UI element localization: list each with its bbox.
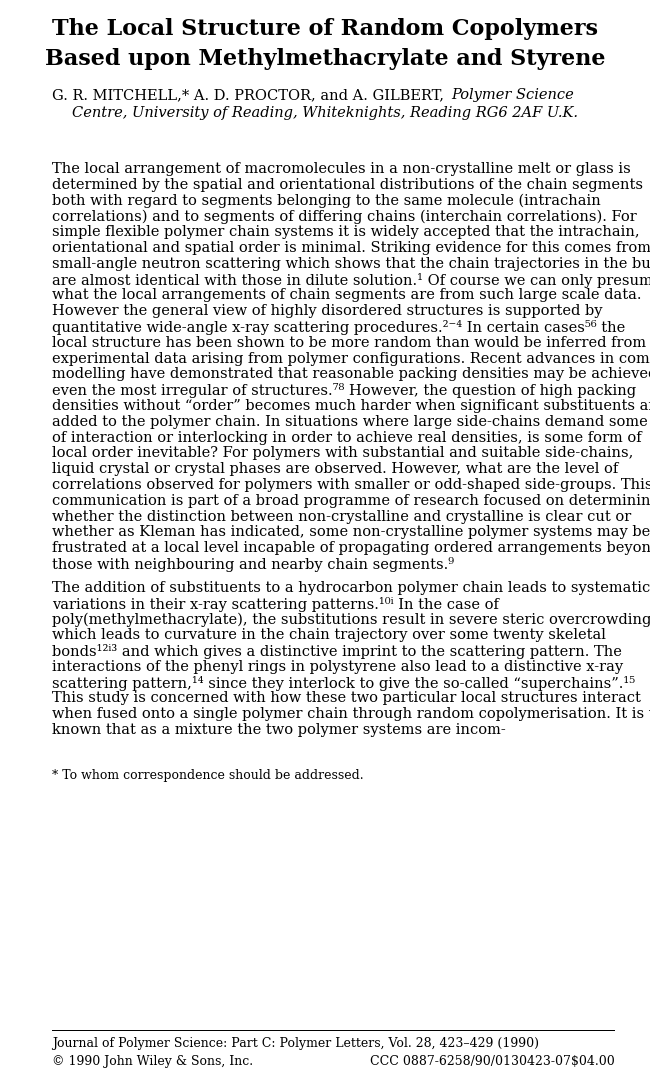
- Text: scattering pattern,¹⁴ since they interlock to give the so-called “superchains”.¹: scattering pattern,¹⁴ since they interlo…: [52, 676, 635, 691]
- Text: The local arrangement of macromolecules in a non-crystalline melt or glass is: The local arrangement of macromolecules …: [52, 162, 630, 177]
- Text: when fused onto a single polymer chain through random copolymerisation. It is we: when fused onto a single polymer chain t…: [52, 707, 650, 721]
- Text: Based upon Methylmethacrylate and Styrene: Based upon Methylmethacrylate and Styren…: [45, 48, 605, 70]
- Text: modelling have demonstrated that reasonable packing densities may be achieved in: modelling have demonstrated that reasona…: [52, 367, 650, 381]
- Text: whether as Kleman has indicated, some non-crystalline polymer systems may be: whether as Kleman has indicated, some no…: [52, 525, 650, 539]
- Text: quantitative wide-angle x-ray scattering procedures.²⁻⁴ In certain cases⁵⁶ the: quantitative wide-angle x-ray scattering…: [52, 319, 625, 335]
- Text: The addition of substituents to a hydrocarbon polymer chain leads to systematic: The addition of substituents to a hydroc…: [52, 580, 650, 595]
- Text: interactions of the phenyl rings in polystyrene also lead to a distinctive x-ray: interactions of the phenyl rings in poly…: [52, 660, 623, 674]
- Text: local order inevitable? For polymers with substantial and suitable side-chains,: local order inevitable? For polymers wit…: [52, 446, 633, 460]
- Text: of interaction or interlocking in order to achieve real densities, is some form : of interaction or interlocking in order …: [52, 431, 642, 445]
- Text: bonds¹²ⁱ³ and which gives a distinctive imprint to the scattering pattern. The: bonds¹²ⁱ³ and which gives a distinctive …: [52, 644, 622, 658]
- Text: The Local Structure of Random Copolymers: The Local Structure of Random Copolymers: [52, 18, 598, 40]
- Text: densities without “order” becomes much harder when significant substituents are: densities without “order” becomes much h…: [52, 399, 650, 413]
- Text: Polymer Science: Polymer Science: [451, 88, 574, 102]
- Text: variations in their x-ray scattering patterns.¹⁰ⁱ In the case of: variations in their x-ray scattering pat…: [52, 597, 499, 612]
- Text: frustrated at a local level incapable of propagating ordered arrangements beyond: frustrated at a local level incapable of…: [52, 542, 650, 556]
- Text: determined by the spatial and orientational distributions of the chain segments: determined by the spatial and orientatio…: [52, 178, 643, 192]
- Text: what the local arrangements of chain segments are from such large scale data.: what the local arrangements of chain seg…: [52, 288, 642, 302]
- Text: Centre, University of Reading, Whiteknights, Reading RG6 2AF U.K.: Centre, University of Reading, Whiteknig…: [72, 106, 578, 120]
- Text: G. R. MITCHELL,* A. D. PROCTOR, and A. GILBERT,: G. R. MITCHELL,* A. D. PROCTOR, and A. G…: [52, 88, 451, 102]
- Text: poly(methylmethacrylate), the substitutions result in severe steric overcrowding: poly(methylmethacrylate), the substituti…: [52, 612, 650, 627]
- Text: orientational and spatial order is minimal. Striking evidence for this comes fro: orientational and spatial order is minim…: [52, 242, 650, 255]
- Text: whether the distinction between non-crystalline and crystalline is clear cut or: whether the distinction between non-crys…: [52, 510, 631, 523]
- Text: correlations observed for polymers with smaller or odd-shaped side-groups. This: correlations observed for polymers with …: [52, 478, 650, 492]
- Text: * To whom correspondence should be addressed.: * To whom correspondence should be addre…: [52, 769, 363, 782]
- Text: liquid crystal or crystal phases are observed. However, what are the level of: liquid crystal or crystal phases are obs…: [52, 462, 618, 477]
- Text: those with neighbouring and nearby chain segments.⁹: those with neighbouring and nearby chain…: [52, 557, 454, 572]
- Text: added to the polymer chain. In situations where large side-chains demand some fo: added to the polymer chain. In situation…: [52, 415, 650, 429]
- Text: Journal of Polymer Science: Part C: Polymer Letters, Vol. 28, 423–429 (1990): Journal of Polymer Science: Part C: Poly…: [52, 1038, 539, 1051]
- Text: correlations) and to segments of differing chains (interchain correlations). For: correlations) and to segments of differi…: [52, 209, 637, 224]
- Text: CCC 0887-6258/90/0130423-07$04.00: CCC 0887-6258/90/0130423-07$04.00: [370, 1055, 615, 1068]
- Text: However the general view of highly disordered structures is supported by: However the general view of highly disor…: [52, 304, 603, 318]
- Text: communication is part of a broad programme of research focused on determining: communication is part of a broad program…: [52, 494, 650, 508]
- Text: local structure has been shown to be more random than would be inferred from: local structure has been shown to be mor…: [52, 336, 646, 350]
- Text: are almost identical with those in dilute solution.¹ Of course we can only presu: are almost identical with those in dilut…: [52, 273, 650, 288]
- Text: both with regard to segments belonging to the same molecule (intrachain: both with regard to segments belonging t…: [52, 194, 601, 208]
- Text: even the most irregular of structures.⁷⁸ However, the question of high packing: even the most irregular of structures.⁷⁸…: [52, 383, 636, 399]
- Text: simple flexible polymer chain systems it is widely accepted that the intrachain,: simple flexible polymer chain systems it…: [52, 225, 640, 239]
- Text: known that as a mixture the two polymer systems are incom-: known that as a mixture the two polymer …: [52, 723, 506, 738]
- Text: This study is concerned with how these two particular local structures interact: This study is concerned with how these t…: [52, 691, 641, 705]
- Text: experimental data arising from polymer configurations. Recent advances in comput: experimental data arising from polymer c…: [52, 352, 650, 366]
- Text: © 1990 John Wiley & Sons, Inc.: © 1990 John Wiley & Sons, Inc.: [52, 1055, 253, 1068]
- Text: small-angle neutron scattering which shows that the chain trajectories in the bu: small-angle neutron scattering which sho…: [52, 257, 650, 271]
- Text: which leads to curvature in the chain trajectory over some twenty skeletal: which leads to curvature in the chain tr…: [52, 628, 606, 642]
